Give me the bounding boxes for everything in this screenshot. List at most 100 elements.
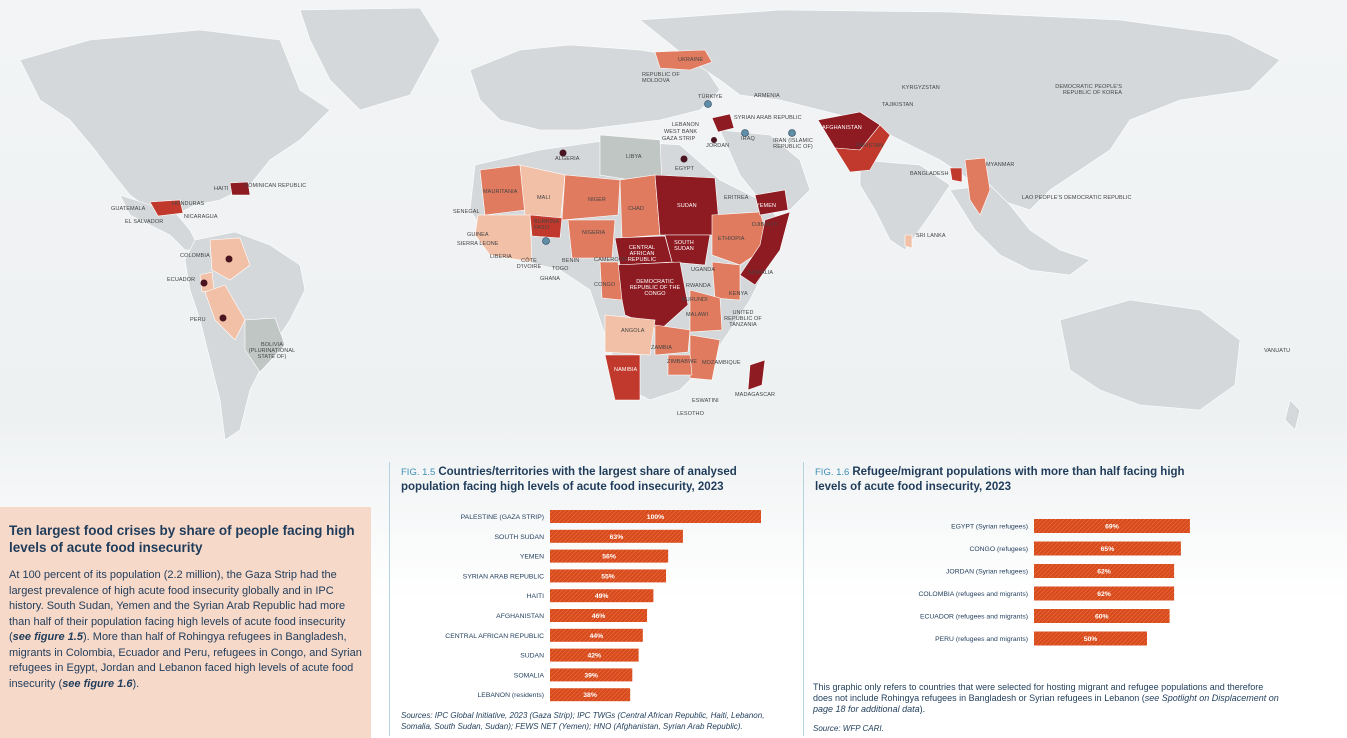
zambia-shape (654, 324, 691, 356)
map-label-honduras: HONDURAS (172, 201, 205, 207)
figure-1-5-title: Countries/territories with the largest s… (401, 466, 737, 493)
bar-value-label: 49% (595, 593, 609, 600)
map-label-sierra-leone: SIERRA LEONE (457, 241, 499, 247)
bar-value-label: 42% (588, 653, 602, 660)
bolivia-shape (244, 317, 286, 373)
bar (550, 569, 667, 583)
map-label-sudan: SUDAN (677, 203, 697, 209)
bar (1034, 541, 1181, 556)
world-map-svg (19, 7, 1301, 441)
map-label-malawi: MALAWI (686, 312, 709, 318)
figure-1-5-chart: PALESTINE (GAZA STRIP) 100% SOUTH SUDAN 63%… (445, 510, 761, 702)
map-label-dominican-republic: DOMINICAN REPUBLIC (244, 183, 307, 189)
yemen-shape (754, 189, 789, 216)
map-label-tajikistan: TAJIKISTAN (882, 102, 914, 108)
map-label-kyrgyzstan: KYRGYZSTAN (902, 85, 940, 91)
map-label-myanmar: MYANMAR (986, 162, 1015, 168)
somalia-shape (739, 211, 791, 286)
map-label-iraq: IRAQ (741, 136, 755, 142)
bar-value-label: 50% (1084, 636, 1098, 643)
figure-1-5-heading: FIG. 1.5 Countries/territories with the l… (401, 465, 781, 495)
map-label-sri-lanka: SRI LANKA (916, 233, 946, 239)
panel-body: At 100 percent of its population (2.2 mi… (9, 568, 365, 692)
bar (550, 529, 683, 543)
bar (550, 628, 643, 642)
map-label-moldova: REPUBLIC OF MOLDOVA (642, 72, 680, 84)
haiti-shape (229, 181, 251, 196)
map-label-lebanon: LEBANON (672, 122, 699, 128)
pakistan-shape (834, 124, 891, 173)
map-label-cote-divoire: CÔTE D'IVOIRE (516, 258, 542, 270)
panel-title: Ten largest food crises by share of peop… (9, 523, 355, 555)
crisis-countries (149, 49, 991, 401)
bar (550, 668, 633, 682)
category-label: SYRIAN ARAB REPUBLIC (463, 573, 544, 580)
bar-value-label: 46% (592, 613, 606, 620)
map-label-niger: NIGER (588, 197, 606, 203)
category-label: ECUADOR (refugees and migrants) (920, 614, 1028, 621)
category-label: AFGHANISTAN (496, 613, 544, 620)
figure-1-6-note-reference[interactable]: see Spotlight on Displacement on page 18… (813, 693, 1279, 714)
category-label: SUDAN (520, 653, 544, 660)
bar-value-label: 69% (1105, 524, 1119, 531)
bar (550, 648, 639, 662)
niger-shape (561, 174, 621, 221)
figure-1-6-source: Source: WFP CARI. (813, 724, 884, 733)
syria-shape (711, 113, 735, 133)
map-label-syria: SYRIAN ARAB REPUBLIC (734, 115, 802, 121)
bar (1034, 519, 1190, 533)
category-label: YEMEN (520, 554, 544, 561)
malawi-moz-shape (689, 334, 721, 381)
marker-jordan (711, 137, 717, 143)
panel-body-text-3: ). (132, 677, 140, 690)
map-label-mauritania: MAURITANIA (483, 189, 518, 195)
figure-1-6-reference[interactable]: see figure 1.6 (62, 677, 133, 690)
myanmar-shape (964, 157, 991, 216)
figure-1-6-title: Refugee/migrant populations with more th… (815, 466, 1185, 493)
greenland (299, 7, 441, 111)
category-label: EGYPT (Syrian refugees) (951, 524, 1028, 531)
map-label-guatemala: GUATEMALA (111, 206, 146, 212)
ukraine-shape (654, 49, 713, 71)
map-label-tanzania: UNITED REPUBLIC OF TANZANIA (724, 310, 762, 328)
category-label: LEBANON (residents) (478, 692, 544, 699)
marker-iran (788, 129, 796, 137)
map-label-somalia: SOMALIA (748, 270, 774, 276)
marker-turkiye (704, 100, 712, 108)
figure-1-5-reference[interactable]: see figure 1.5 (12, 631, 83, 643)
bar-value-label: 38% (583, 692, 597, 699)
map-label-ethiopia: ETHIOPIA (718, 236, 745, 242)
map-label-liberia: LIBERIA (490, 254, 512, 260)
bar-value-label: 62% (1097, 591, 1111, 598)
map-label-lao: LAO PEOPLE'S DEMOCRATIC REPUBLIC (1022, 195, 1132, 201)
map-label-angola: ANGOLA (621, 328, 645, 334)
world-map: UKRAINE REPUBLIC OF MOLDOVA TÜRKIYE ARME… (0, 0, 1347, 600)
map-label-vanuatu: VANUATU (1264, 348, 1291, 354)
map-label-el-salvador: EL SALVADOR (125, 219, 164, 225)
panel-body-text-2: ). More than half of Rohingya refugees i… (9, 631, 362, 690)
category-label: PERU (refugees and migrants) (935, 636, 1028, 643)
map-label-cameroon: CAMEROON (594, 257, 628, 263)
figure-1-6-rule (803, 462, 804, 736)
figure-1-5-rule (389, 462, 390, 736)
map-label-gaza: GAZA STRIP (662, 136, 696, 142)
bar (1034, 609, 1170, 623)
marker-algeria (559, 149, 567, 157)
summary-panel: Ten largest food crises by share of peop… (0, 507, 371, 738)
angola-shape (604, 314, 656, 356)
marker-egypt (680, 155, 688, 163)
map-label-dprk: DEMOCRATIC PEOPLE'S REPUBLIC OF KOREA (1055, 84, 1122, 96)
map-label-benin: BENIN (562, 258, 580, 264)
category-label: SOUTH SUDAN (495, 534, 545, 541)
bar (550, 609, 648, 622)
map-label-eritrea: ERITREA (724, 195, 749, 201)
map-label-pakistan: PAKISTAN (856, 143, 884, 149)
russia-asia (639, 9, 1281, 211)
arabia (719, 129, 811, 211)
bar (1034, 586, 1175, 601)
guatemala-honduras-shape (149, 199, 184, 217)
map-label-jordan: JORDAN (706, 143, 730, 149)
kenya-shape (711, 261, 741, 301)
figure-1-5-source: Sources: IPC Global Initiative, 2023 (Ga… (401, 711, 765, 731)
map-label-guinea: GUINEA (467, 232, 489, 238)
